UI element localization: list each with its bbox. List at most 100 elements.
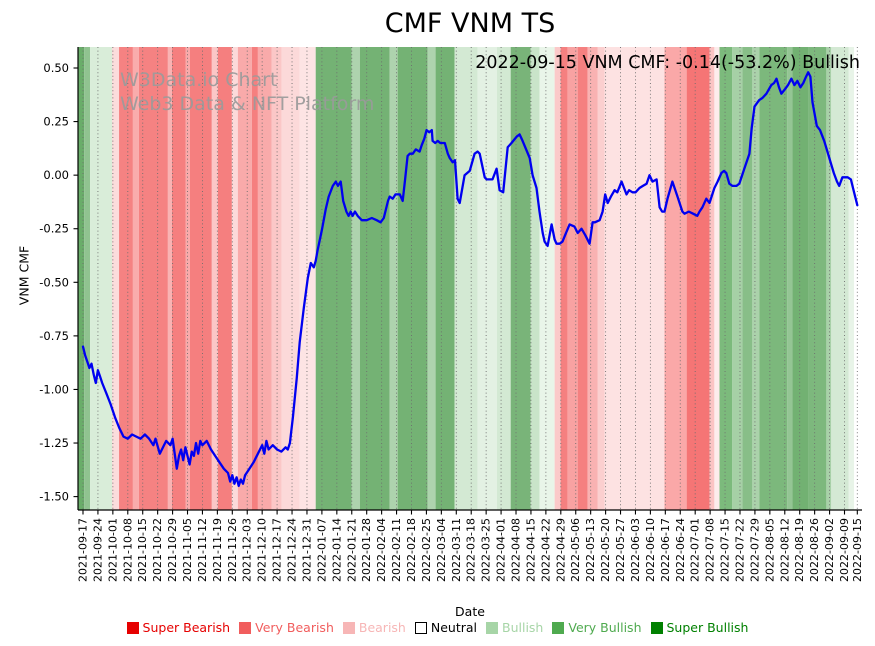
- sentiment-band: [714, 47, 720, 510]
- x-tick-label: 2021-11-12: [196, 518, 209, 582]
- y-tick-label: -0.25: [39, 222, 69, 236]
- y-tick-label: -1.00: [39, 382, 69, 396]
- sentiment-band: [271, 47, 282, 510]
- sentiment-band: [454, 47, 478, 510]
- sentiment-band: [604, 47, 665, 510]
- x-tick-label: 2022-04-01: [495, 518, 508, 582]
- x-tick-label: 2021-11-05: [181, 518, 194, 582]
- sentiment-band: [587, 47, 598, 510]
- x-tick-label: 2022-05-06: [569, 518, 582, 582]
- x-tick-label: 2022-01-14: [330, 518, 343, 582]
- x-tick-label: 2022-01-21: [345, 518, 358, 582]
- legend-item-bullish: Bullish: [486, 620, 543, 635]
- sentiment-band: [742, 47, 753, 510]
- y-tick-label: -1.25: [39, 436, 69, 450]
- sentiment-band: [397, 47, 428, 510]
- x-tick-label: 2021-12-17: [271, 518, 284, 582]
- legend-item-super-bearish: Super Bearish: [126, 620, 231, 635]
- watermark: W3Data.io Chart Web3 Data & NFT Platform: [120, 68, 374, 116]
- y-tick-label: 0.00: [43, 168, 69, 182]
- x-tick-label: 2021-12-03: [241, 518, 254, 582]
- x-tick-label: 2022-02-25: [420, 518, 433, 582]
- sentiment-band: [792, 47, 809, 510]
- legend-label: Neutral: [430, 620, 477, 635]
- x-tick-label: 2022-06-03: [629, 518, 642, 582]
- sentiment-band: [759, 47, 788, 510]
- y-tick-label: 0.50: [43, 61, 69, 75]
- sentiment-band: [359, 47, 390, 510]
- sentiment-band: [211, 47, 218, 510]
- x-tick-label: 2022-07-22: [733, 518, 746, 582]
- x-tick-label: 2022-03-25: [480, 518, 493, 582]
- legend: Super Bearish Very Bearish Bearish Neutral B…: [0, 620, 875, 635]
- watermark-line1: W3Data.io Chart: [120, 69, 278, 91]
- x-tick-label: 2021-09-24: [91, 518, 104, 582]
- sentiment-band: [78, 47, 85, 510]
- sentiment-band: [496, 47, 511, 510]
- sentiment-band: [664, 47, 687, 510]
- legend-item-very-bearish: Very Bearish: [239, 620, 334, 635]
- x-tick-label: 2022-08-05: [763, 518, 776, 582]
- x-tick-label: 2022-07-08: [704, 518, 717, 582]
- legend-swatch: [342, 621, 355, 634]
- sentiment-band: [539, 47, 555, 510]
- x-axis-label: Date: [455, 604, 485, 619]
- x-tick-label: 2022-05-13: [584, 518, 597, 582]
- legend-swatch: [126, 621, 139, 634]
- sentiment-band: [132, 47, 139, 510]
- x-tick-label: 2022-04-29: [554, 518, 567, 582]
- x-tick-label: 2022-07-01: [689, 518, 702, 582]
- x-tick-label: 2022-09-15: [851, 518, 864, 582]
- legend-item-bearish: Bearish: [342, 620, 406, 635]
- x-tick-label: 2021-11-26: [226, 518, 239, 582]
- sentiment-band: [257, 47, 272, 510]
- sentiment-band: [597, 47, 605, 510]
- sentiment-band: [315, 47, 352, 510]
- x-tick-label: 2021-10-08: [121, 518, 134, 582]
- x-tick-label: 2022-02-18: [405, 518, 418, 582]
- y-tick-label: -0.50: [39, 275, 69, 289]
- legend-item-neutral: Neutral: [414, 620, 477, 635]
- y-tick-label: -1.50: [39, 490, 69, 504]
- sentiment-band: [477, 47, 497, 510]
- sentiment-band: [167, 47, 172, 510]
- x-tick-label: 2022-09-02: [823, 518, 836, 582]
- y-axis-label: VNM CMF: [16, 245, 32, 306]
- sentiment-band: [709, 47, 715, 510]
- y-tick-label: 0.25: [43, 115, 69, 129]
- legend-label: Bearish: [358, 620, 406, 635]
- sentiment-band: [560, 47, 568, 510]
- x-tick-label: 2022-06-24: [674, 518, 687, 582]
- sentiment-band: [189, 47, 212, 510]
- x-tick-label: 2022-08-12: [778, 518, 791, 582]
- x-tick-label: 2021-10-22: [151, 518, 164, 582]
- x-tick-label: 2022-07-29: [748, 518, 761, 582]
- sentiment-band: [389, 47, 398, 510]
- x-tick-label: 2022-02-04: [375, 518, 388, 582]
- x-tick-label: 2021-09-17: [76, 518, 89, 582]
- x-tick-label: 2021-10-29: [166, 518, 179, 582]
- sentiment-band: [732, 47, 743, 510]
- x-tick-label: 2021-11-19: [211, 518, 224, 582]
- chart-title: CMF VNM TS: [384, 8, 556, 39]
- x-tick-label: 2021-10-01: [106, 518, 119, 582]
- x-tick-label: 2022-02-11: [390, 518, 403, 582]
- sentiment-band: [567, 47, 578, 510]
- x-tick-label: 2022-03-04: [435, 518, 448, 582]
- sentiment-band: [577, 47, 588, 510]
- sentiment-band: [554, 47, 561, 510]
- latest-value-annotation: 2022-09-15 VNM CMF: -0.14(-53.2%) Bullis…: [475, 53, 860, 73]
- sentiment-band: [119, 47, 133, 510]
- legend-label: Bullish: [502, 620, 544, 635]
- legend-swatch: [239, 621, 252, 634]
- sentiment-band: [719, 47, 733, 510]
- legend-label: Super Bearish: [142, 620, 231, 635]
- x-tick-label: 2022-09-09: [838, 518, 851, 582]
- x-tick-label: 2021-10-15: [136, 518, 149, 582]
- watermark-line2: Web3 Data & NFT Platform: [120, 93, 375, 115]
- x-tick-label: 2022-06-17: [659, 518, 672, 582]
- x-tick-label: 2021-12-24: [286, 518, 299, 582]
- legend-swatch: [552, 621, 565, 634]
